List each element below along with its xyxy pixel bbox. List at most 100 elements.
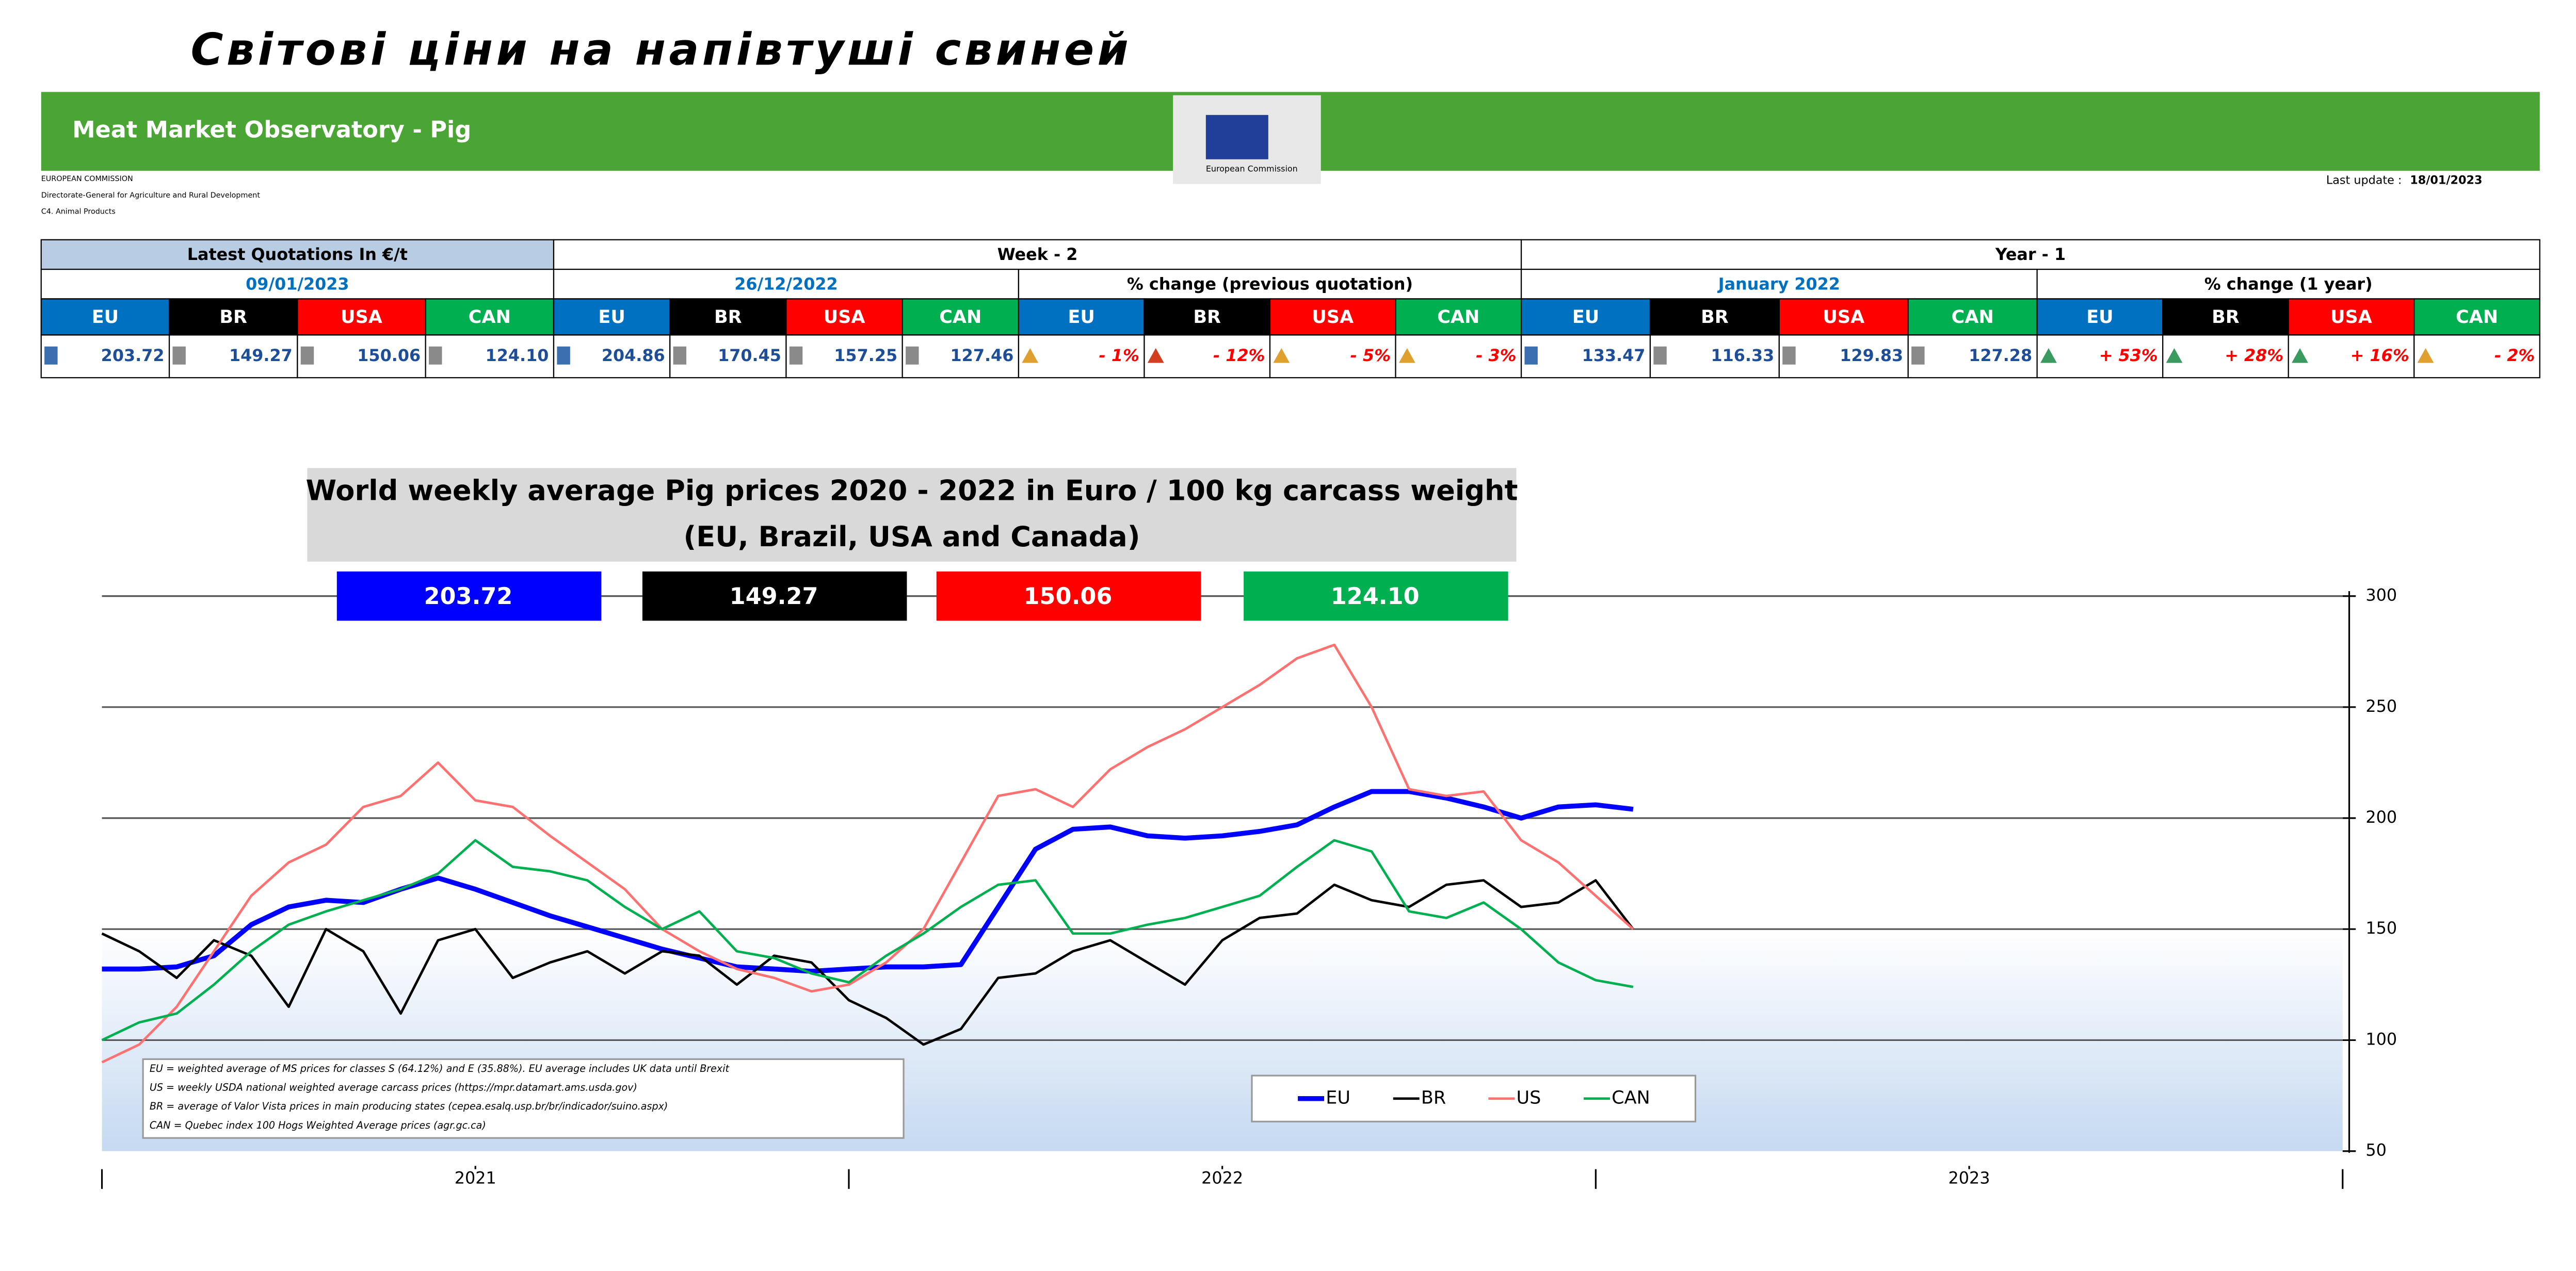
logo-text: European Commission bbox=[1206, 164, 1298, 173]
chart: World weekly average Pig prices 2020 - 2… bbox=[101, 468, 2397, 1189]
x-tick-label: 2022 bbox=[1201, 1168, 1243, 1188]
badge-value: 150.06 bbox=[1023, 583, 1112, 610]
table-cell bbox=[2413, 298, 2540, 336]
trend-arrow bbox=[1273, 348, 1290, 363]
y-tick-label: 50 bbox=[2365, 1140, 2387, 1160]
table-cell bbox=[425, 334, 555, 379]
table-cell bbox=[2036, 334, 2164, 379]
last-update-label: Last update : bbox=[2326, 174, 2402, 187]
group-header: Latest Quotations In €/t bbox=[187, 245, 408, 264]
trend-arrow bbox=[2040, 348, 2057, 363]
table-cell bbox=[1520, 239, 2540, 270]
legend-label: BR bbox=[1421, 1088, 1446, 1109]
chart-title: World weekly average Pig prices 2020 - 2… bbox=[306, 475, 1518, 507]
table-cell bbox=[669, 334, 787, 379]
org-line: Directorate-General for Agriculture and … bbox=[41, 191, 261, 200]
y-tick-label: 300 bbox=[2365, 585, 2397, 605]
table-cell bbox=[2288, 334, 2415, 379]
table-cell bbox=[40, 298, 170, 336]
country-header: EU bbox=[1572, 307, 1599, 328]
trend-arrow bbox=[2166, 348, 2183, 363]
page-title: Світові ціни на напівтуші свиней bbox=[190, 24, 1132, 75]
change-value: + 16% bbox=[2350, 346, 2409, 365]
legend bbox=[1251, 1074, 1697, 1122]
country-header: BR bbox=[714, 307, 742, 328]
price-value: 204.86 bbox=[602, 346, 665, 365]
y-tick-label: 200 bbox=[2365, 807, 2397, 827]
change-value: - 3% bbox=[1476, 346, 1516, 365]
logo-flag bbox=[1205, 115, 1268, 159]
country-header: CAN bbox=[1437, 307, 1479, 328]
country-header: BR bbox=[1193, 307, 1221, 328]
table-cell bbox=[901, 334, 1020, 379]
table-cell bbox=[553, 298, 671, 336]
price-value: 129.83 bbox=[1840, 346, 1903, 365]
country-header: USA bbox=[1312, 307, 1354, 328]
change-value: - 12% bbox=[1213, 346, 1265, 365]
series-line bbox=[101, 839, 1634, 1041]
last-update: 18/01/2023 bbox=[2410, 174, 2482, 187]
price-value: 127.46 bbox=[951, 346, 1014, 365]
table-cell bbox=[2036, 268, 2540, 300]
legend-label: US bbox=[1517, 1088, 1541, 1109]
chart-icon bbox=[300, 346, 314, 365]
table-cell bbox=[1907, 298, 2038, 336]
table-cell bbox=[1018, 334, 1145, 379]
chart-icon bbox=[557, 346, 570, 365]
trend-arrow bbox=[1022, 348, 1039, 363]
group-header: Week - 2 bbox=[997, 245, 1078, 264]
country-header: BR bbox=[2212, 307, 2240, 328]
note-line: CAN = Quebec index 100 Hogs Weighted Ave… bbox=[150, 1119, 486, 1131]
table-cell bbox=[40, 334, 170, 379]
price-value: 203.72 bbox=[101, 346, 165, 365]
price-value: 124.10 bbox=[486, 346, 549, 365]
banner-title: Meat Market Observatory - Pig bbox=[72, 117, 471, 143]
table-cell bbox=[1395, 334, 1522, 379]
series-line bbox=[101, 879, 1634, 1046]
trend-arrow bbox=[2417, 348, 2434, 363]
org-line: C4. Animal Products bbox=[41, 208, 116, 216]
country-header: USA bbox=[2330, 307, 2372, 328]
trend-arrow bbox=[1147, 348, 1164, 363]
note-line: BR = average of Valor Vista prices in ma… bbox=[150, 1100, 668, 1112]
price-value: 149.27 bbox=[229, 346, 293, 365]
table-cell bbox=[2162, 298, 2289, 336]
table-cell bbox=[1649, 334, 1780, 379]
chart-icon bbox=[172, 346, 186, 365]
series-line bbox=[101, 643, 1634, 1064]
x-tick-label: 2023 bbox=[1949, 1168, 1990, 1188]
chart-icon bbox=[789, 346, 803, 365]
change-value: - 1% bbox=[1099, 346, 1139, 365]
chart-icon bbox=[673, 346, 687, 365]
change-value: + 53% bbox=[2099, 346, 2158, 365]
table-cell bbox=[2288, 298, 2415, 336]
price-value: 127.28 bbox=[1969, 346, 2032, 365]
table-cell bbox=[1144, 334, 1271, 379]
sub-header: % change (previous quotation) bbox=[1127, 274, 1413, 294]
note-line: US = weekly USDA national weighted avera… bbox=[150, 1082, 637, 1094]
price-value: 157.25 bbox=[834, 346, 897, 365]
country-header: CAN bbox=[2456, 307, 2498, 328]
country-header: USA bbox=[341, 307, 382, 328]
x-tick-label: 2021 bbox=[455, 1168, 496, 1188]
note-line: EU = weighted average of MS prices for c… bbox=[150, 1063, 730, 1074]
price-value: 133.47 bbox=[1582, 346, 1646, 365]
chart-icon bbox=[1782, 346, 1796, 365]
country-header: EU bbox=[1068, 307, 1095, 328]
table-cell bbox=[1520, 334, 1651, 379]
chart-icon bbox=[906, 346, 919, 365]
country-header: CAN bbox=[939, 307, 981, 328]
chart-icon bbox=[1911, 346, 1925, 365]
badge-value: 149.27 bbox=[730, 583, 818, 610]
value-badge bbox=[642, 571, 907, 621]
trend-arrow bbox=[1398, 348, 1415, 363]
country-header: EU bbox=[598, 307, 625, 328]
country-header: CAN bbox=[1952, 307, 1994, 328]
country-header: CAN bbox=[469, 307, 511, 328]
table-cell bbox=[2413, 334, 2540, 379]
y-tick-label: 100 bbox=[2365, 1029, 2397, 1049]
table-cell bbox=[1269, 334, 1396, 379]
table-cell bbox=[1018, 298, 1145, 336]
